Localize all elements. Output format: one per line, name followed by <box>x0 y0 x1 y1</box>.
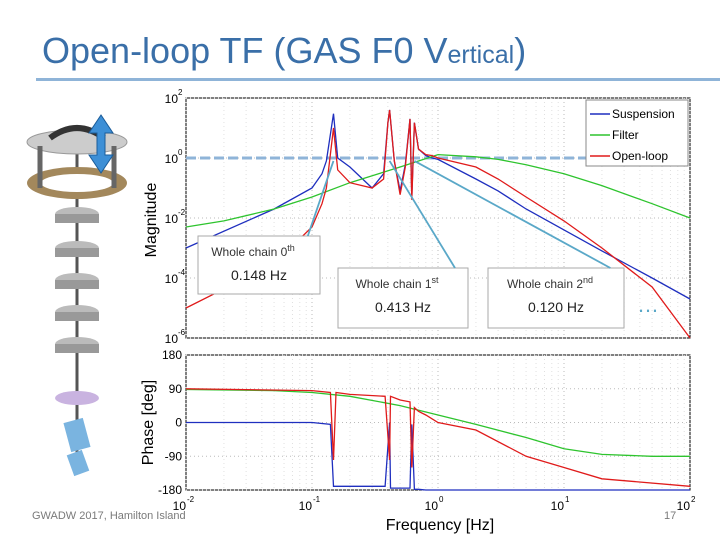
callout-frequency: 0.148 Hz <box>231 267 287 283</box>
page-number: 17 <box>664 510 677 522</box>
callout-frequency: 0.413 Hz <box>375 299 431 315</box>
y-tick-exponent: 2 <box>178 88 183 97</box>
y-tick-label: 10 <box>165 332 179 346</box>
magnitude-series-filter <box>185 153 691 228</box>
x-tick-label: 10 <box>677 499 691 513</box>
y-tick-label: 10 <box>165 92 179 106</box>
callout-pointer <box>306 160 335 237</box>
callout-label-superscript: nd <box>583 275 593 285</box>
callout-label: Whole chain 2nd <box>507 275 593 291</box>
x-tick-exponent: -1 <box>313 495 321 504</box>
x-tick-label: 10 <box>299 499 313 513</box>
y-tick-label: 90 <box>169 382 183 396</box>
footer-text: GWADW 2017, Hamilton Island <box>32 510 186 522</box>
y-tick-exponent: 0 <box>178 148 183 157</box>
callout-box <box>337 267 469 329</box>
legend-box <box>585 99 689 167</box>
magnitude-series-open-loop <box>185 109 691 339</box>
x-tick-label: 10 <box>425 499 439 513</box>
y-tick-label: 10 <box>165 152 179 166</box>
callout-box <box>487 267 625 329</box>
y-tick-exponent: -4 <box>178 268 186 277</box>
callout-frequency: 0.120 Hz <box>528 299 584 315</box>
callout-label: Whole chain 0th <box>211 243 295 259</box>
slide-title: Open-loop TF (GAS F0 Vertical) <box>42 30 527 71</box>
y-tick-label: 10 <box>165 212 179 226</box>
phase-axis-label: Phase [deg] <box>140 380 157 465</box>
legend-entry: Open-loop <box>612 149 668 163</box>
callout-label-superscript: st <box>432 275 440 285</box>
y-tick-label: 180 <box>162 348 182 362</box>
callout-box <box>197 235 321 295</box>
y-tick-label: -180 <box>158 483 182 497</box>
y-tick-label: 0 <box>175 416 182 430</box>
callout-label: Whole chain 1st <box>355 275 439 291</box>
phase-series-suspension <box>186 421 690 491</box>
y-tick-exponent: -2 <box>178 208 186 217</box>
suspension-chain-illustration <box>26 114 128 477</box>
y-tick-label: -90 <box>165 449 183 463</box>
phase-series-open-loop <box>185 388 691 487</box>
magnitude-axis-label: Magnitude <box>143 183 160 258</box>
x-tick-exponent: 0 <box>439 495 444 504</box>
y-tick-exponent: -6 <box>178 328 186 337</box>
legend-entry: Suspension <box>612 107 675 121</box>
x-tick-exponent: -2 <box>187 495 195 504</box>
x-tick-label: 10 <box>173 499 187 513</box>
phase-series-filter <box>185 388 690 457</box>
callout-pointer <box>388 160 456 269</box>
x-tick-exponent: 1 <box>565 495 570 504</box>
callout-pointer <box>413 160 611 269</box>
y-tick-label: 10 <box>165 272 179 286</box>
x-tick-label: 10 <box>551 499 565 513</box>
frequency-axis-label: Frequency [Hz] <box>386 517 494 534</box>
title-underline <box>36 78 720 81</box>
legend-entry: Filter <box>612 128 639 142</box>
more-modes-ellipsis: … <box>637 292 659 317</box>
callout-label-superscript: th <box>287 243 295 253</box>
x-tick-exponent: 2 <box>691 495 696 504</box>
